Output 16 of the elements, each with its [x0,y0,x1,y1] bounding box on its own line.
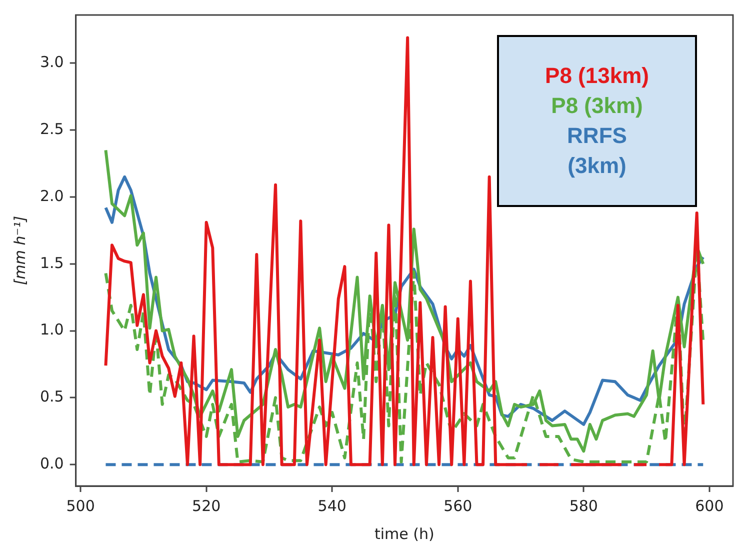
x-axis-title: time (h) [374,524,434,543]
x-tick-label: 600 [695,496,724,515]
x-tick-label: 520 [192,496,221,515]
y-tick-label: 0.0 [40,454,64,472]
y-tick-label: 1.0 [40,320,64,339]
legend-panel: P8 (13km) P8 (3km) RRFS (3km) [497,35,697,207]
x-tick-label: 560 [444,496,472,515]
y-tick-label: 2.5 [40,120,64,138]
x-tick-label: 540 [318,496,346,515]
y-axis-title: [mm h⁻¹] [10,216,29,286]
y-tick-label: 0.5 [40,388,64,406]
x-tick-label: 580 [569,496,598,515]
y-tick-label: 2.0 [40,186,64,205]
x-tick-label: 500 [66,496,95,515]
y-tick-label: 1.5 [40,254,64,272]
y-tick-label: 3.0 [40,53,64,72]
